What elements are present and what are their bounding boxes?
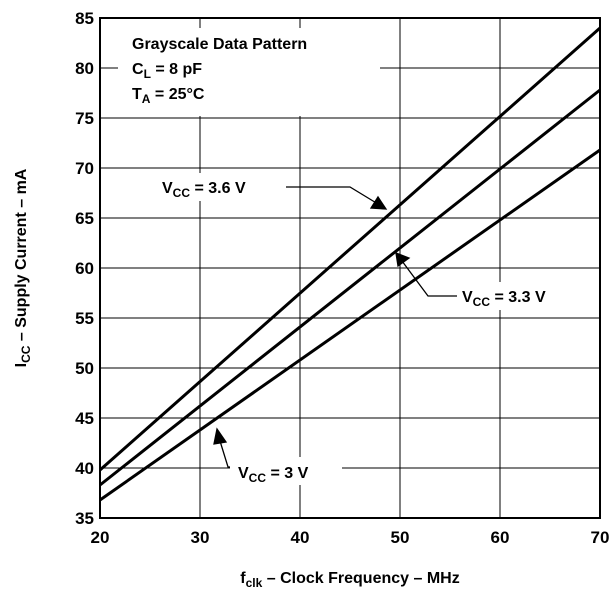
leader-3v — [219, 440, 230, 468]
y-tick-label-85: 85 — [75, 9, 94, 28]
x-tick-label-30: 30 — [191, 528, 210, 547]
y-tick-label-55: 55 — [75, 309, 94, 328]
x-tick-label-60: 60 — [491, 528, 510, 547]
conditions-box — [118, 28, 380, 116]
x-tick-labels: 20 30 40 50 60 70 — [91, 528, 610, 547]
y-tick-labels: 35 40 45 50 55 60 65 70 75 80 85 — [75, 9, 94, 528]
label-bg-3v6 — [158, 173, 286, 201]
y-tick-label-45: 45 — [75, 409, 94, 428]
series-label-3v3: VCC = 3.3 V — [462, 289, 546, 309]
leader-3v6 — [286, 186, 379, 205]
series-line-3v — [99, 148, 601, 502]
x-tick-label-20: 20 — [91, 528, 110, 547]
y-tick-label-50: 50 — [75, 359, 94, 378]
annotation-arrows — [213, 186, 457, 468]
y-tick-label-60: 60 — [75, 259, 94, 278]
condition-pattern: Grayscale Data Pattern — [132, 36, 307, 53]
y-tick-label-70: 70 — [75, 159, 94, 178]
y-tick-label-80: 80 — [75, 59, 94, 78]
series-label-3v: VCC = 3 V — [238, 465, 309, 485]
plot-frame — [99, 17, 601, 519]
arrow-head-3v — [213, 427, 228, 445]
series-line-3v3 — [99, 88, 601, 487]
y-tick-label-65: 65 — [75, 209, 94, 228]
x-tick-label-40: 40 — [291, 528, 310, 547]
y-tick-label-75: 75 — [75, 109, 94, 128]
arrow-head-3v6 — [369, 195, 388, 210]
label-bg-3v3 — [458, 282, 586, 310]
y-tick-label-35: 35 — [75, 509, 94, 528]
series-line-3v6 — [99, 26, 601, 472]
y-axis-title: ICC – Supply Current – mA — [13, 168, 33, 367]
x-tick-label-50: 50 — [391, 528, 410, 547]
label-bg-3v — [230, 457, 342, 485]
condition-load-capacitance: CL = 8 pF — [132, 61, 202, 81]
series-lines — [99, 26, 601, 502]
x-axis-title: fclk – Clock Frequency – MHz — [240, 570, 459, 590]
leader-3v3 — [401, 260, 457, 297]
condition-temperature: TA = 25°C — [132, 86, 205, 106]
arrow-head-3v3 — [395, 251, 411, 268]
x-tick-label-70: 70 — [591, 528, 610, 547]
series-label-3v6: VCC = 3.6 V — [162, 180, 246, 200]
y-tick-label-40: 40 — [75, 459, 94, 478]
